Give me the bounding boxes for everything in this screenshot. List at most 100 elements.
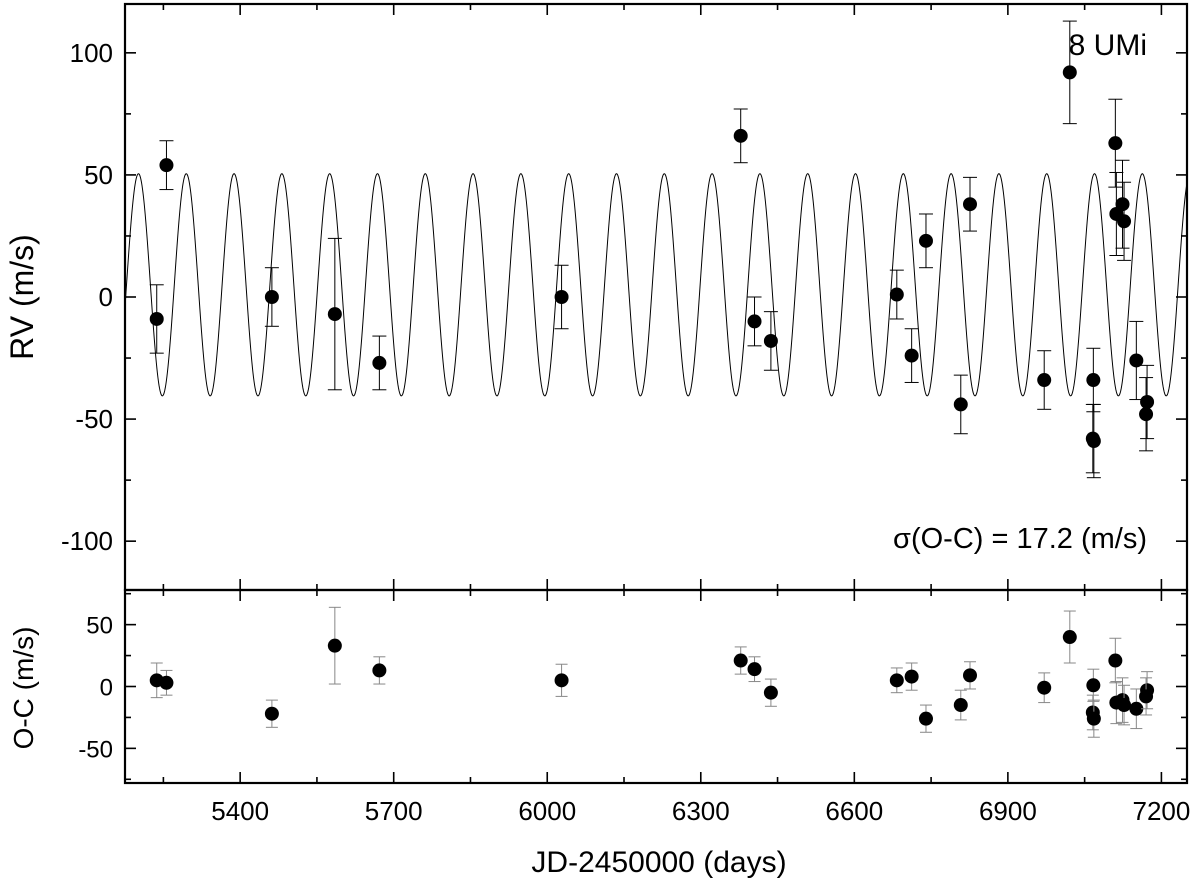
y-tick-label: -50 [75, 404, 113, 434]
data-point [1140, 364, 1155, 440]
data-marker [327, 638, 342, 653]
data-point [889, 667, 904, 694]
data-point [733, 108, 748, 164]
x-tick-label: 5400 [211, 796, 269, 826]
data-point [953, 689, 968, 721]
data-point [1129, 320, 1144, 401]
data-marker [953, 397, 968, 412]
data-point [747, 296, 762, 347]
data-marker [1117, 698, 1132, 713]
data-point [1037, 672, 1052, 704]
data-marker [1086, 678, 1101, 693]
data-point [747, 656, 762, 683]
data-point [1062, 20, 1077, 125]
data-point [962, 661, 977, 690]
data-marker [747, 662, 762, 677]
data-marker [733, 128, 748, 143]
data-point [904, 328, 919, 383]
data-marker [763, 685, 778, 700]
data-marker [372, 355, 387, 370]
data-marker [1086, 434, 1101, 449]
data-point [763, 311, 778, 371]
data-point [159, 140, 174, 191]
bottom-data-points [149, 606, 1155, 738]
data-point [1117, 684, 1132, 726]
bottom-panel: -50 0 50 5400 5700 6000 6300 6600 6900 7200 O-C (… [8, 588, 1190, 879]
data-marker [159, 675, 174, 690]
data-marker [1129, 701, 1144, 716]
data-marker [904, 669, 919, 684]
data-point [733, 646, 748, 675]
data-marker [264, 290, 279, 304]
data-marker [1108, 653, 1123, 668]
bottom-y-axis-label: O-C (m/s) [8, 627, 39, 750]
data-point [918, 213, 933, 269]
y-tick-label: -50 [78, 736, 113, 763]
data-point [327, 606, 342, 685]
data-marker [554, 290, 569, 304]
data-marker [1086, 711, 1101, 726]
bottom-ticks: -50 0 50 5400 5700 6000 6300 6600 6900 7200 [78, 590, 1190, 826]
data-marker [1062, 630, 1077, 645]
y-tick-label: 50 [86, 613, 113, 640]
data-marker [327, 307, 342, 322]
x-tick-label: 6600 [825, 796, 883, 826]
data-point [264, 699, 279, 728]
data-point [554, 264, 569, 330]
data-point [1108, 98, 1123, 188]
data-marker [918, 233, 933, 248]
x-tick-label: 6300 [672, 796, 730, 826]
data-marker [962, 668, 977, 683]
data-point [1086, 668, 1101, 702]
data-point [904, 662, 919, 691]
x-tick-label: 5700 [365, 796, 423, 826]
y-tick-label: 100 [70, 38, 113, 68]
data-marker [264, 706, 279, 721]
data-point [1037, 350, 1052, 410]
data-marker [1140, 394, 1155, 409]
data-marker [904, 348, 919, 363]
data-point [554, 663, 569, 697]
data-marker [889, 287, 904, 302]
data-marker [1139, 689, 1154, 704]
data-marker [747, 314, 762, 329]
data-marker [733, 653, 748, 668]
object-label: 8 UMi [1069, 29, 1147, 62]
data-point [1062, 610, 1077, 664]
data-point [889, 269, 904, 320]
y-tick-label: -100 [61, 526, 113, 556]
top-y-axis-label: RV (m/s) [4, 234, 40, 360]
data-marker [1037, 680, 1052, 695]
data-point [953, 374, 968, 435]
data-marker [1129, 353, 1144, 368]
x-tick-label: 6900 [979, 796, 1037, 826]
data-point [1086, 403, 1101, 479]
top-ticks: -100 -50 0 50 100 [61, 4, 1187, 590]
data-marker [554, 673, 569, 688]
data-point [327, 237, 342, 391]
data-point [1108, 637, 1123, 684]
x-axis-label: JD-2450000 (days) [531, 846, 786, 879]
data-point [1139, 377, 1154, 452]
data-marker [159, 158, 174, 173]
y-tick-label: 0 [99, 282, 113, 312]
data-point [372, 656, 387, 685]
x-tick-label: 7200 [1132, 796, 1190, 826]
data-point [149, 284, 164, 354]
data-point [1117, 181, 1132, 261]
data-marker [763, 333, 778, 348]
bottom-plot-frame [123, 588, 1189, 785]
data-marker [889, 673, 904, 688]
data-marker [1139, 407, 1154, 422]
data-marker [1062, 65, 1077, 80]
top-data-points [149, 20, 1155, 479]
data-marker [1115, 197, 1130, 212]
y-tick-label: 0 [100, 675, 113, 702]
data-marker [962, 197, 977, 212]
data-point [1109, 171, 1124, 256]
data-point [763, 678, 778, 707]
data-marker [1037, 373, 1052, 388]
top-plot-frame [123, 2, 1189, 592]
data-point [264, 267, 279, 327]
